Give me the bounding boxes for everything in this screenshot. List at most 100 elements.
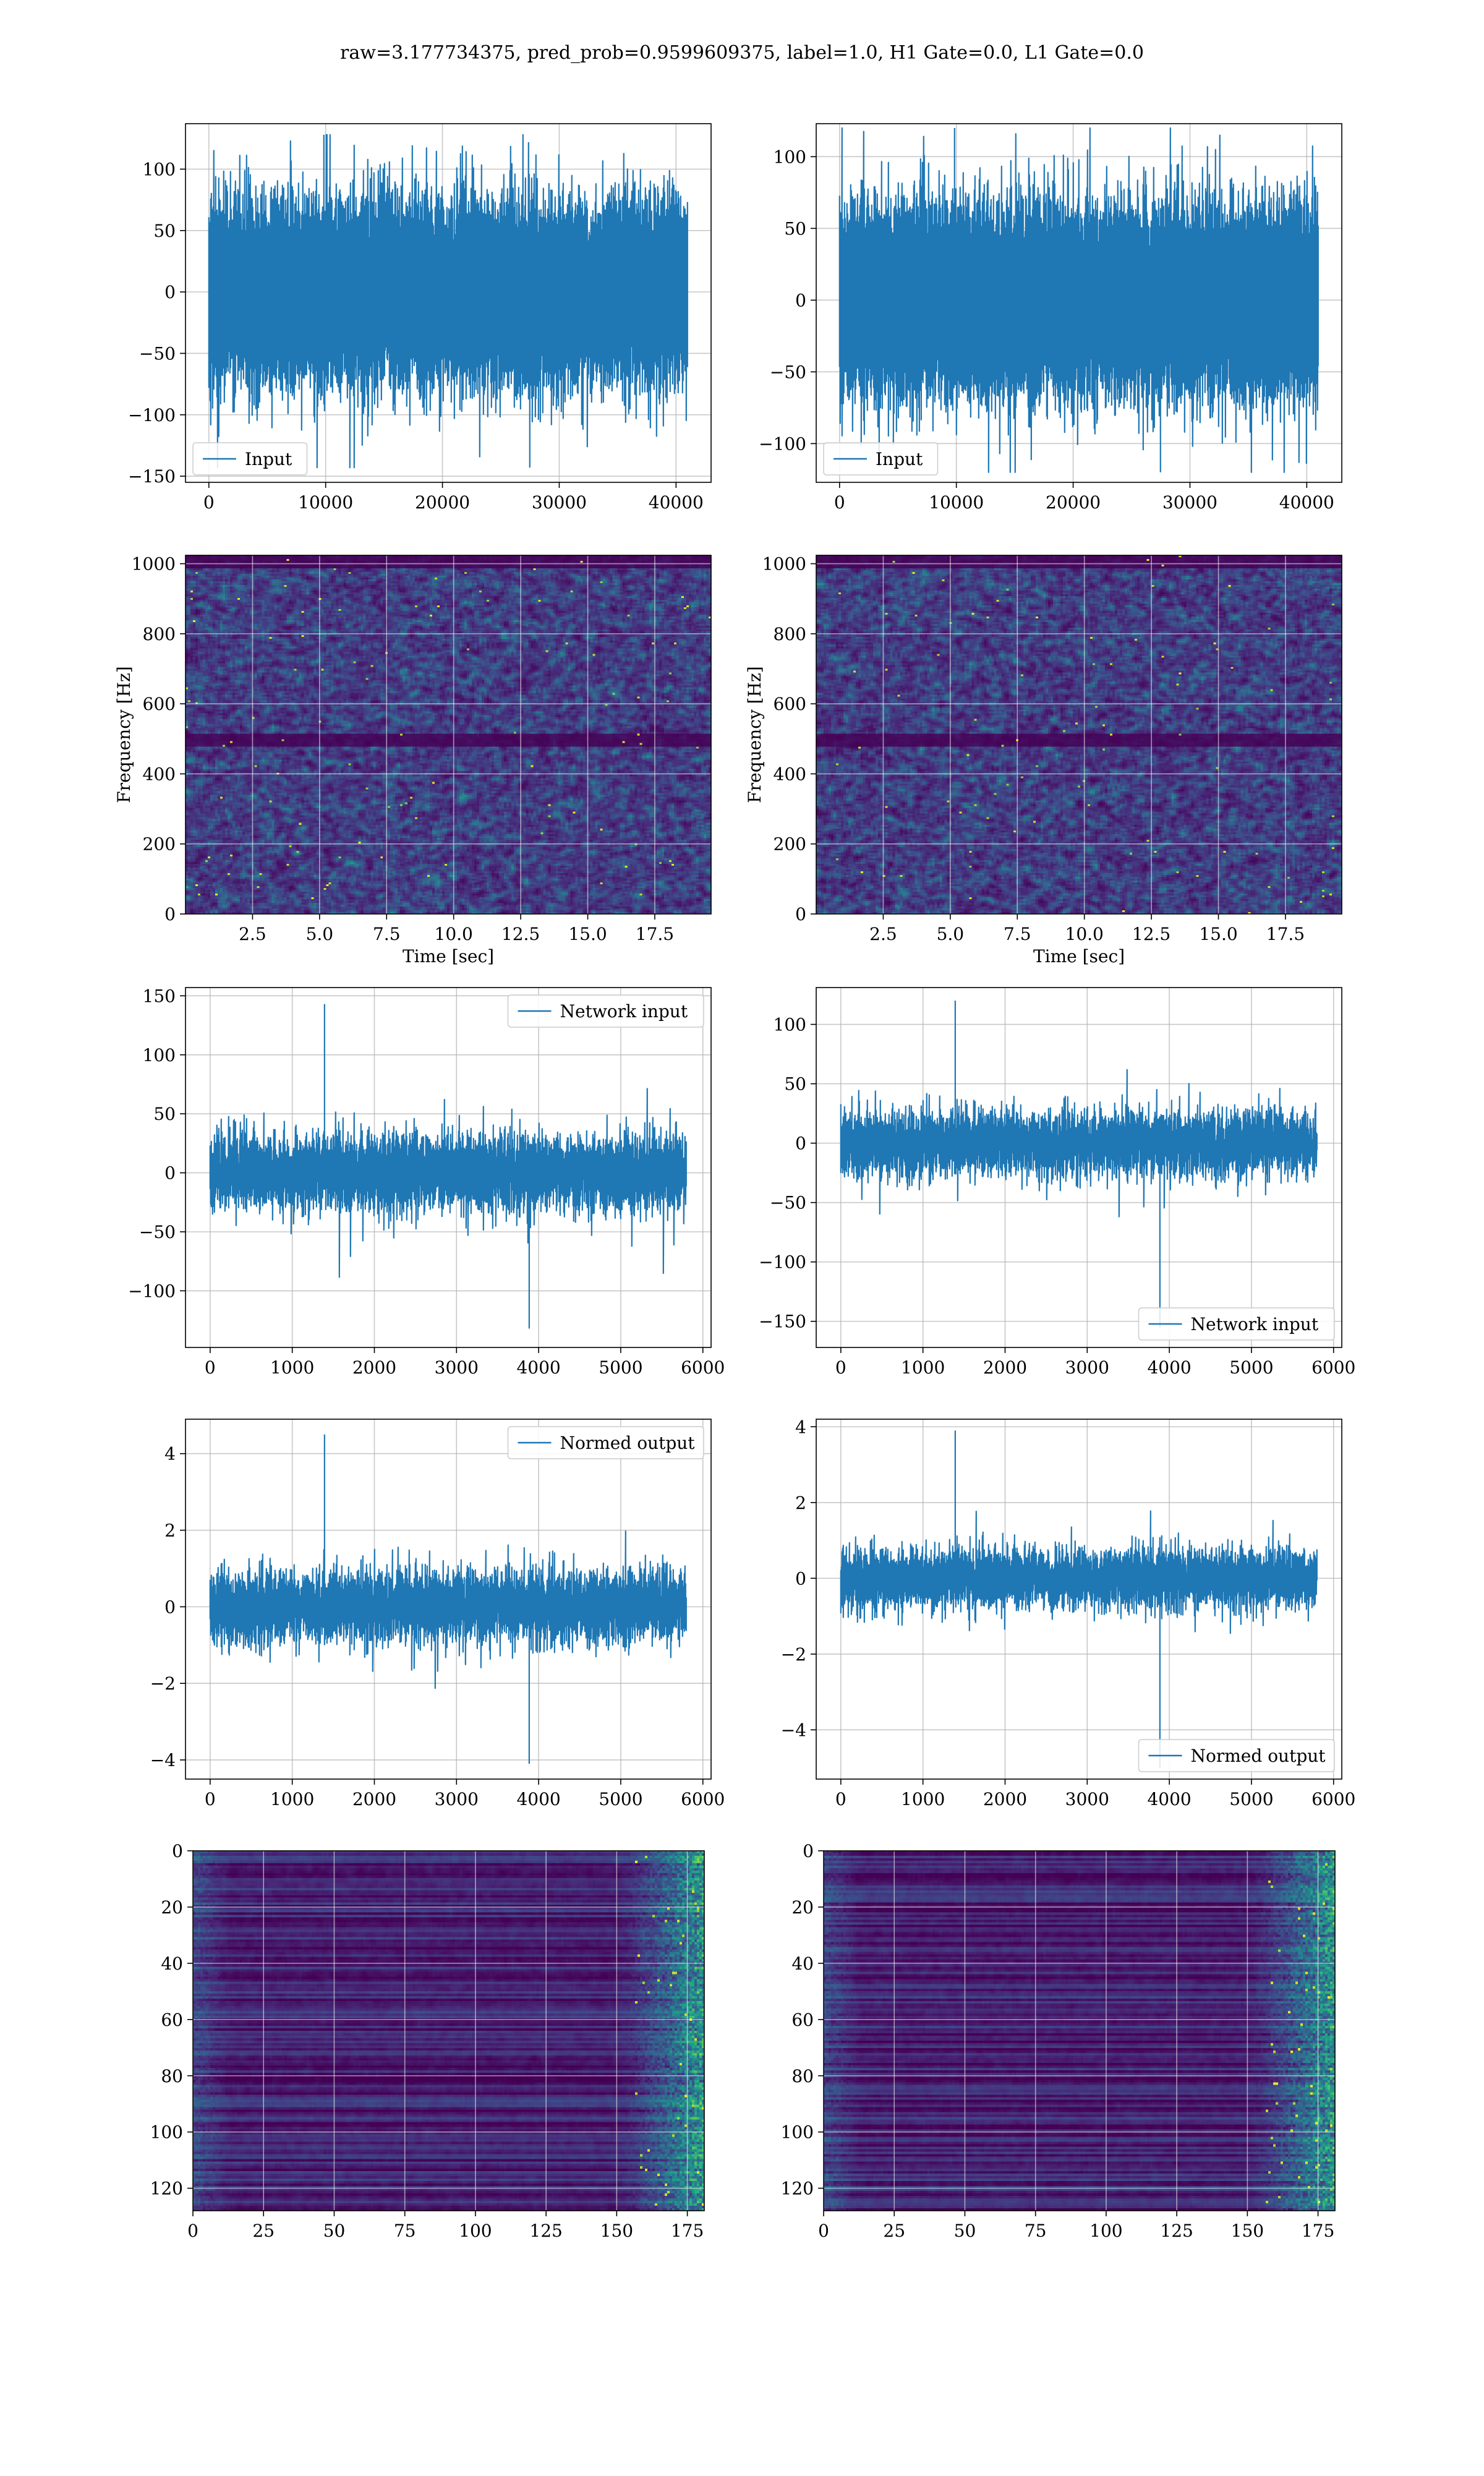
x-tick-label: 0	[835, 1789, 846, 1809]
y-tick-label: −100	[128, 1281, 176, 1301]
chart-spec-l1: 2.5 5.0 7.5 10.0 12.5 15.0 17.5 0 200 400 600 800 10…	[744, 554, 1342, 967]
x-tick-label: 30000	[1162, 492, 1217, 513]
x-tick-label: 4000	[1147, 1789, 1191, 1809]
x-tick-label: 5.0	[306, 924, 334, 944]
axes-frame	[816, 1419, 1342, 1780]
x-tick-label: 6000	[681, 1789, 725, 1809]
chart-normed-l1: 0 1000 2000 3000 4000 5000 6000 −4 −2 0 2 4 Normed o…	[781, 1417, 1356, 1809]
series-line-normed-h1	[209, 1434, 687, 1764]
legend: Input	[192, 442, 308, 476]
x-tick-label: 0	[205, 1789, 216, 1809]
x-tick-label: 12.5	[501, 924, 540, 944]
y-tick-label: 100	[774, 1015, 806, 1035]
x-tick-label: 4000	[1147, 1357, 1191, 1378]
y-axis-label: Frequency [Hz]	[114, 666, 134, 803]
x-tick-label: 3000	[435, 1357, 479, 1378]
x-tick-label: 5000	[1229, 1789, 1273, 1809]
y-tick-label: 20	[161, 1897, 183, 1918]
x-tick-label: 5000	[599, 1789, 642, 1809]
x-tick-label: 10.0	[1065, 924, 1104, 944]
y-tick-label: −2	[150, 1673, 176, 1694]
chart-spec-h1: 2.5 5.0 7.5 10.0 12.5 15.0 17.5 0 200 400 600 800 10…	[114, 554, 712, 967]
legend-box	[1138, 1739, 1335, 1772]
y-tick-label: 4	[164, 1444, 176, 1464]
legend-label: Input	[245, 449, 292, 469]
x-tick-label: 4000	[516, 1357, 560, 1378]
y-tick-label: 100	[150, 2122, 183, 2143]
heatmap-image-features-l1	[824, 1851, 1335, 2211]
axes-frame	[192, 1850, 705, 2211]
x-tick-label: 75	[1025, 2221, 1047, 2241]
x-tick-label: 0	[834, 492, 845, 513]
y-tick-label: 600	[774, 694, 806, 714]
y-tick-label: 1000	[762, 554, 806, 574]
x-tick-label: 20000	[1046, 492, 1101, 513]
x-tick-label: 50	[323, 2221, 346, 2241]
y-tick-label: 400	[143, 764, 176, 784]
y-tick-label: 600	[143, 694, 176, 714]
x-tick-label: 3000	[435, 1789, 479, 1809]
x-axis-label: Time [sec]	[1033, 946, 1125, 967]
x-tick-label: 4000	[516, 1789, 560, 1809]
y-tick-label: 0	[795, 290, 806, 310]
axes-frame	[185, 555, 712, 915]
y-tick-label: −50	[770, 1193, 806, 1213]
y-tick-label: −50	[770, 362, 806, 382]
x-tick-label: 2.5	[239, 924, 267, 944]
legend-label: Input	[876, 449, 923, 469]
y-tick-label: 0	[795, 1133, 806, 1154]
y-tick-label: 120	[781, 2179, 814, 2199]
x-tick-label: 6000	[1311, 1357, 1355, 1378]
x-tick-label: 175	[1302, 2221, 1334, 2241]
legend: Normed output	[507, 1426, 704, 1459]
y-tick-label: 100	[143, 159, 176, 179]
x-tick-label: 1000	[901, 1789, 945, 1809]
legend: Network input	[1138, 1307, 1335, 1341]
y-tick-label: −50	[139, 343, 176, 364]
series-line-input-h1	[208, 134, 688, 469]
y-tick-label: 50	[784, 218, 806, 239]
legend-box	[507, 1426, 704, 1459]
x-tick-label: 10000	[929, 492, 984, 513]
x-tick-label: 100	[459, 2221, 492, 2241]
x-axis-label: Time [sec]	[403, 946, 494, 967]
y-tick-label: 40	[791, 1953, 814, 1974]
series-line-input-l1	[838, 127, 1319, 473]
x-tick-label: 125	[529, 2221, 562, 2241]
y-tick-label: 100	[143, 1045, 176, 1065]
chart-input-l1: 0 10000 20000 30000 40000 −100 −50 0 50 100 Input	[759, 123, 1342, 513]
y-tick-label: −100	[128, 405, 176, 425]
y-tick-label: 0	[164, 1597, 176, 1617]
figure-suptitle: raw=3.177734375, pred_prob=0.9599609375,…	[340, 42, 1144, 64]
axes-frame	[185, 123, 712, 483]
x-tick-label: 2000	[352, 1789, 396, 1809]
y-tick-label: 0	[164, 282, 176, 302]
y-tick-label: 100	[774, 147, 806, 167]
series-line-netin-l1	[840, 1001, 1318, 1328]
y-tick-label: −50	[139, 1222, 176, 1242]
x-tick-label: 150	[600, 2221, 633, 2241]
y-tick-label: 2	[164, 1521, 176, 1541]
x-tick-label: 2.5	[869, 924, 897, 944]
y-tick-label: 200	[143, 834, 176, 855]
x-tick-label: 3000	[1065, 1789, 1109, 1809]
y-tick-label: 0	[164, 904, 176, 924]
chart-normed-h1: 0 1000 2000 3000 4000 5000 6000 −4 −2 0 2 4 Normed o…	[150, 1419, 725, 1809]
y-tick-label: −4	[150, 1750, 176, 1770]
y-tick-label: 4	[795, 1417, 806, 1437]
legend-label: Network input	[560, 1001, 688, 1022]
chart-netin-l1: 0 1000 2000 3000 4000 5000 6000 −150 −100 −50 0 50 1…	[759, 987, 1355, 1378]
y-tick-label: 0	[795, 904, 806, 924]
legend-box	[823, 442, 939, 476]
x-tick-label: 0	[187, 2221, 198, 2241]
legend-box	[192, 442, 308, 476]
y-tick-label: 400	[774, 764, 806, 784]
x-tick-label: 0	[835, 1357, 846, 1378]
legend-box	[507, 994, 704, 1028]
legend: Normed output	[1138, 1739, 1335, 1772]
y-tick-label: 80	[161, 2066, 183, 2086]
x-tick-label: 0	[203, 492, 215, 513]
legend-label: Network input	[1191, 1314, 1319, 1334]
